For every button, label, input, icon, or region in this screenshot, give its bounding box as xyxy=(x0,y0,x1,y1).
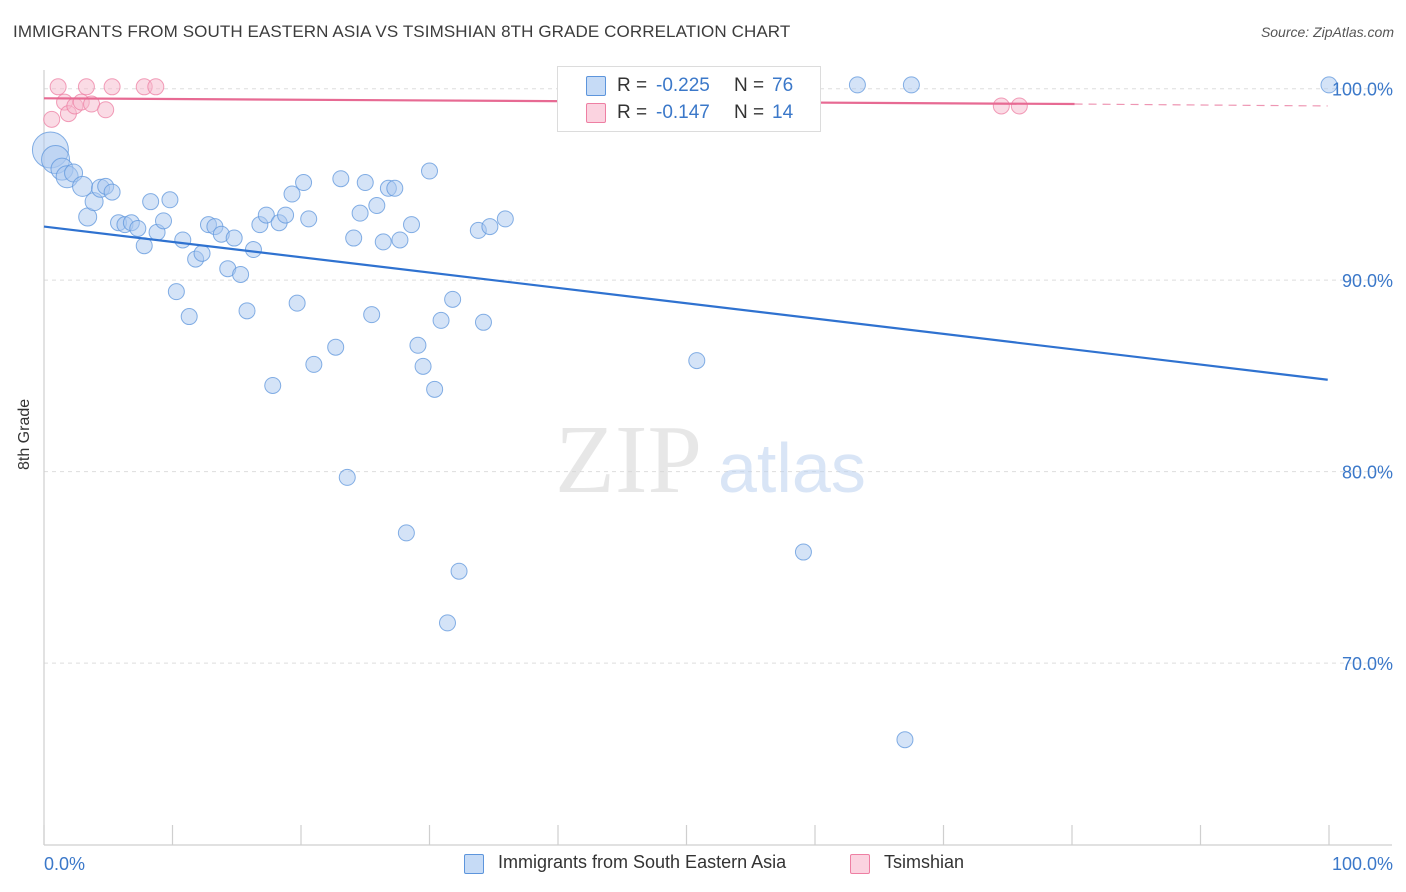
legend-swatch-pink xyxy=(586,103,606,123)
source-label: Source: ZipAtlas.com xyxy=(1260,24,1394,40)
chart-title: IMMIGRANTS FROM SOUTH EASTERN ASIA VS TS… xyxy=(13,22,791,41)
data-point-blue xyxy=(474,313,492,331)
data-point-blue xyxy=(496,210,514,228)
watermark-zip: ZIP xyxy=(555,406,702,514)
data-point-blue xyxy=(295,174,313,192)
data-point-blue xyxy=(129,219,147,237)
data-point-blue xyxy=(345,229,363,247)
watermark-atlas: atlas xyxy=(718,429,866,507)
data-points xyxy=(31,76,1338,749)
legend-n-label: N = xyxy=(734,102,765,123)
data-point-blue xyxy=(277,206,295,224)
data-point-blue xyxy=(327,338,345,356)
legend-r-label: R = xyxy=(617,75,648,96)
legend-swatch-blue xyxy=(586,76,606,96)
data-point-pink xyxy=(992,97,1010,115)
grid-lines xyxy=(44,88,1389,664)
legend-r-label: R = xyxy=(617,102,648,123)
data-point-blue xyxy=(288,294,306,312)
data-point-blue xyxy=(238,302,256,320)
data-point-blue xyxy=(481,218,499,236)
data-point-pink xyxy=(97,101,115,119)
data-point-pink xyxy=(1010,97,1028,115)
data-point-blue xyxy=(193,244,211,262)
data-point-blue xyxy=(244,241,262,259)
data-point-blue xyxy=(167,283,185,301)
data-point-blue xyxy=(421,162,438,180)
data-point-pink xyxy=(49,78,67,96)
bottom-legend-label: Tsimshian xyxy=(884,852,965,872)
data-point-blue xyxy=(356,174,374,192)
bottom-legend-swatch-pink xyxy=(850,854,870,874)
data-point-blue xyxy=(161,191,179,209)
correlation-legend: R = -0.225 N = 76 R = -0.147 N = 14 xyxy=(557,66,821,132)
data-point-blue xyxy=(332,170,350,188)
data-point-blue xyxy=(155,212,173,230)
bottom-legend-swatch-blue xyxy=(464,854,484,874)
data-point-blue xyxy=(283,185,301,203)
legend-n-label: N = xyxy=(734,75,765,96)
x-tick-label: 0.0% xyxy=(44,854,85,874)
data-point-blue xyxy=(432,311,450,329)
legend-r-value: -0.225 xyxy=(656,75,710,96)
data-point-pink xyxy=(103,78,121,96)
data-point-blue xyxy=(142,193,160,211)
legend-n-value: 76 xyxy=(772,75,794,96)
data-point-blue xyxy=(257,206,275,224)
data-point-blue xyxy=(363,306,381,324)
data-point-blue xyxy=(444,290,462,308)
y-tick-label: 90.0% xyxy=(1342,271,1393,291)
data-point-blue xyxy=(225,229,243,247)
data-point-blue xyxy=(397,524,415,542)
data-point-blue xyxy=(794,543,812,561)
data-point-blue xyxy=(351,204,369,222)
data-point-pink xyxy=(43,110,61,128)
bottom-legend-label: Immigrants from South Eastern Asia xyxy=(498,852,787,872)
data-point-blue xyxy=(368,197,386,215)
data-point-blue xyxy=(848,76,866,94)
data-point-blue xyxy=(174,231,192,249)
tick-labels: 70.0% 80.0% 90.0% 100.0% 0.0% 100.0% xyxy=(44,80,1393,874)
data-point-blue xyxy=(896,731,914,749)
trend-line-pink-extension xyxy=(1074,103,1328,107)
data-point-blue xyxy=(403,216,421,234)
data-point-blue xyxy=(338,468,356,486)
data-point-blue xyxy=(264,376,282,394)
y-tick-label: 80.0% xyxy=(1342,463,1393,483)
data-point-blue xyxy=(1320,76,1338,94)
data-point-blue xyxy=(386,179,404,197)
data-point-blue xyxy=(409,336,427,354)
y-tick-label: 100.0% xyxy=(1332,80,1393,100)
data-point-blue xyxy=(438,614,456,632)
axes xyxy=(43,70,1392,846)
data-point-blue xyxy=(902,76,920,94)
data-point-pink xyxy=(77,78,95,96)
data-point-blue xyxy=(426,380,444,398)
data-point-blue xyxy=(450,562,468,580)
data-point-blue xyxy=(391,231,409,249)
data-point-blue xyxy=(300,210,318,228)
data-point-blue xyxy=(688,352,706,370)
legend-n-value: 14 xyxy=(772,102,794,123)
data-point-blue xyxy=(232,265,250,283)
data-point-blue xyxy=(305,355,323,373)
data-point-blue xyxy=(374,233,392,251)
data-point-blue xyxy=(103,183,121,201)
data-point-blue xyxy=(414,357,432,375)
x-tick-label: 100.0% xyxy=(1332,854,1393,874)
data-point-blue xyxy=(180,308,198,326)
data-point-pink xyxy=(147,78,165,96)
trend-line-blue xyxy=(43,225,1328,381)
legend-r-value: -0.147 xyxy=(656,102,710,123)
y-tick-label: 70.0% xyxy=(1342,654,1393,674)
